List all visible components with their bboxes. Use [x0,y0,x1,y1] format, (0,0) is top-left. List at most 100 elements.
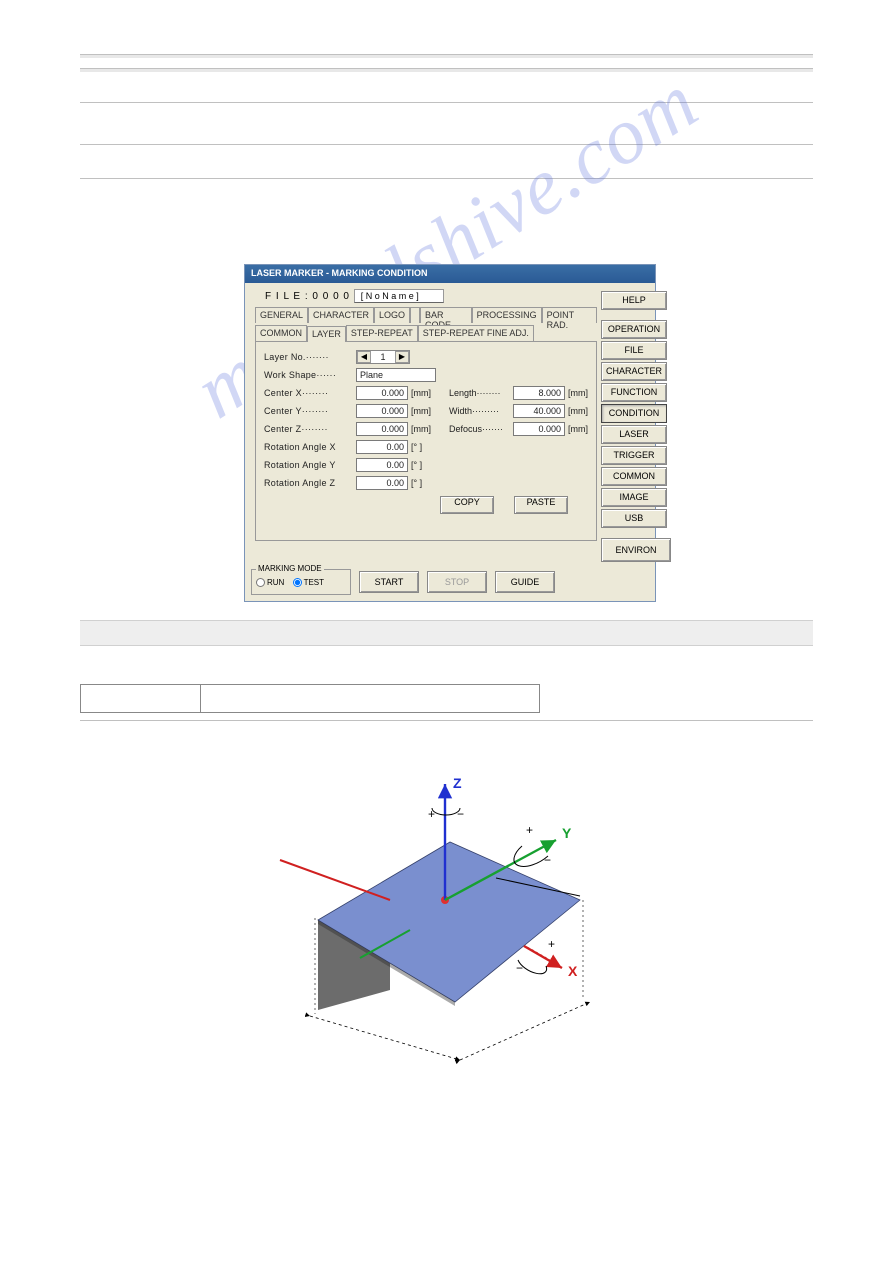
work-shape-label: Work Shape······ [264,370,356,380]
tab-blank[interactable] [410,307,420,323]
defocus-field[interactable]: 0.000 [513,422,565,436]
length-label: Length········ [449,388,513,398]
rot-z-unit: [° ] [411,478,422,488]
tab-row-2: COMMON LAYER STEP-REPEAT STEP-REPEAT FIN… [255,325,597,341]
table-underline [80,720,813,721]
side-image-button[interactable]: IMAGE [601,488,667,507]
mode-test-label: TEST [304,578,324,587]
tab-logo[interactable]: LOGO [374,307,410,323]
center-y-label: Center Y········ [264,406,356,416]
mode-run-radio[interactable]: RUN [256,578,284,587]
plane-3d-diagram: Z + − Y + − X + − [260,770,620,1070]
y-axis-label: Y [562,825,572,841]
rot-z-field[interactable]: 0.00 [356,476,408,490]
center-z-field[interactable]: 0.000 [356,422,408,436]
rot-z-label: Rotation Angle Z [264,478,356,488]
side-character-button[interactable]: CHARACTER [601,362,667,381]
side-laser-button[interactable]: LASER [601,425,667,444]
section-bar [80,620,813,646]
file-prefix: F I L E : 0 0 0 0 [265,291,350,302]
width-label: Width········· [449,406,513,416]
top-rule-3 [80,102,813,103]
tab-layer[interactable]: LAYER [307,326,346,342]
width-unit: [mm] [568,406,588,416]
z-minus: − [457,807,464,821]
top-rule-4 [80,144,813,145]
tab-barcode[interactable]: BAR CODE [420,307,472,323]
top-rule-5 [80,178,813,179]
layer-no-label: Layer No.······· [264,352,356,362]
table-row [81,685,540,713]
copy-button[interactable]: COPY [440,496,494,514]
dialog-bottom-bar: MARKING MODE RUN TEST START STOP GUIDE [251,569,649,595]
side-common-button[interactable]: COMMON [601,467,667,486]
rot-y-label: Rotation Angle Y [264,460,356,470]
width-field[interactable]: 40.000 [513,404,565,418]
tab-steprepeat-fine[interactable]: STEP-REPEAT FINE ADJ. [418,325,534,341]
side-usb-button[interactable]: USB [601,509,667,528]
table-cell-right [201,685,540,713]
side-trigger-button[interactable]: TRIGGER [601,446,667,465]
side-function-button[interactable]: FUNCTION [601,383,667,402]
paste-button[interactable]: PASTE [514,496,568,514]
mode-test-radio[interactable]: TEST [293,578,324,587]
rot-x-field[interactable]: 0.00 [356,440,408,454]
rot-x-unit: [° ] [411,442,422,452]
center-x-unit: [mm] [411,388,431,398]
table-cell-left [81,685,201,713]
rot-x-label: Rotation Angle X [264,442,356,452]
mode-run-label: RUN [267,578,284,587]
tab-general[interactable]: GENERAL [255,307,308,323]
y-plus: + [526,823,533,837]
top-rule-2 [80,68,813,72]
marking-mode-group: MARKING MODE RUN TEST [251,569,351,595]
dialog-titlebar: LASER MARKER - MARKING CONDITION [245,265,655,283]
y-minus: − [544,853,551,867]
tab-pointrad[interactable]: POINT RAD. [542,307,597,323]
center-z-label: Center Z········ [264,424,356,434]
length-field[interactable]: 8.000 [513,386,565,400]
guide-button[interactable]: GUIDE [495,571,555,593]
center-x-field[interactable]: 0.000 [356,386,408,400]
side-operation-button[interactable]: OPERATION [601,320,667,339]
file-name-field[interactable]: [ N o N a m e ] [354,289,444,303]
file-line: F I L E : 0 0 0 0 [ N o N a m e ] [265,289,587,303]
center-z-unit: [mm] [411,424,431,434]
dialog-left-pane: F I L E : 0 0 0 0 [ N o N a m e ] GENERA… [245,283,601,562]
length-unit: [mm] [568,388,588,398]
rot-y-field[interactable]: 0.00 [356,458,408,472]
rot-y-unit: [° ] [411,460,422,470]
stop-button: STOP [427,571,487,593]
param-table [80,684,540,713]
x-plus: + [548,937,555,951]
top-rule-1 [80,54,813,58]
center-y-field[interactable]: 0.000 [356,404,408,418]
side-condition-button[interactable]: CONDITION [601,404,667,423]
layer-no-next-button[interactable]: ▶ [395,351,409,363]
z-plus: + [428,807,435,821]
defocus-label: Defocus······· [449,424,513,434]
tab-processing[interactable]: PROCESSING [472,307,542,323]
defocus-unit: [mm] [568,424,588,434]
tab-steprepeat[interactable]: STEP-REPEAT [346,325,418,341]
x-axis-label: X [568,963,578,979]
copy-paste-row: COPY PASTE [264,492,588,514]
layer-no-spinner[interactable]: ◀ 1 ▶ [356,350,410,364]
z-axis-label: Z [453,775,462,791]
tab-common[interactable]: COMMON [255,325,307,341]
layer-no-value: 1 [371,351,395,363]
side-environ-button[interactable]: ENVIRON [601,538,671,562]
side-help-button[interactable]: HELP [601,291,667,310]
marking-mode-title: MARKING MODE [256,564,324,573]
start-button[interactable]: START [359,571,419,593]
tab-row-1: GENERAL CHARACTER LOGO BAR CODE PROCESSI… [255,307,597,323]
layer-no-prev-button[interactable]: ◀ [357,351,371,363]
center-y-unit: [mm] [411,406,431,416]
center-x-label: Center X········ [264,388,356,398]
side-button-column: HELP OPERATION FILE CHARACTER FUNCTION C… [601,283,673,562]
layer-tab-panel: Layer No.······· ◀ 1 ▶ Work Shape······ … [255,341,597,541]
work-shape-field[interactable]: Plane [356,368,436,382]
dialog-marking-condition: LASER MARKER - MARKING CONDITION F I L E… [244,264,656,602]
side-file-button[interactable]: FILE [601,341,667,360]
tab-character[interactable]: CHARACTER [308,307,374,323]
